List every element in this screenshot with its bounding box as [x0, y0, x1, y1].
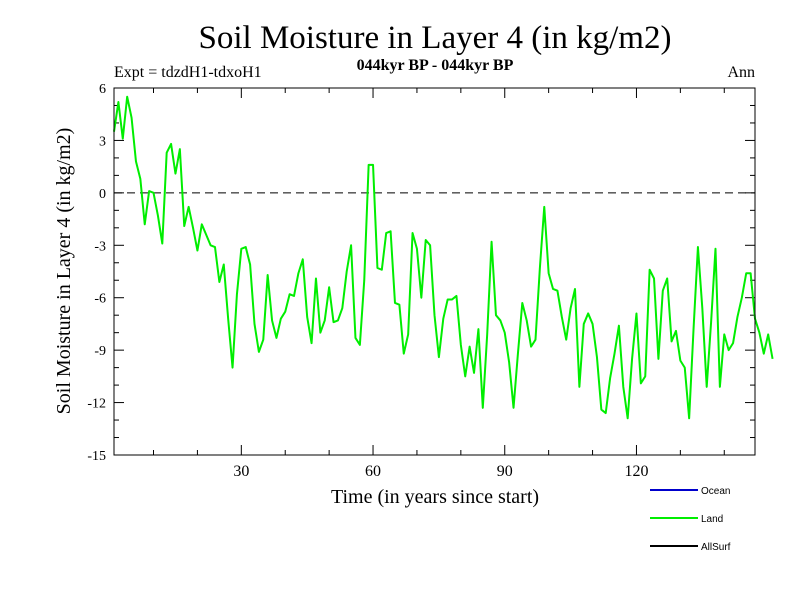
axis-ticks — [114, 88, 755, 455]
y-tick-label: -15 — [87, 449, 106, 464]
y-tick-label: -6 — [94, 292, 106, 307]
y-tick-label: -3 — [94, 239, 106, 254]
chart-subtitle: 044kyr BP - 044kyr BP — [357, 57, 514, 74]
legend: Ocean Land AllSurf — [650, 486, 731, 553]
y-axis-label: Soil Moisture in Layer 4 (in kg/m2) — [53, 128, 75, 415]
y-tick-label: 6 — [99, 82, 106, 97]
x-axis-label: Time (in years since start) — [331, 486, 539, 508]
y-tick-label: -9 — [94, 344, 106, 359]
y-tick-label: 0 — [99, 187, 106, 202]
series-line-land — [113, 95, 774, 420]
legend-label-allsurf: AllSurf — [701, 542, 731, 553]
y-tick-label: -12 — [87, 397, 106, 412]
plot-frame — [113, 87, 756, 456]
chart-title: Soil Moisture in Layer 4 (in kg/m2) — [199, 20, 672, 56]
y-tick-label: 3 — [99, 134, 106, 149]
season-label: Ann — [727, 64, 755, 81]
x-tick-label: 90 — [497, 463, 513, 480]
experiment-label: Expt = tdzdH1-tdxoH1 — [114, 64, 262, 81]
series-layer — [113, 95, 774, 420]
x-tick-label: 60 — [365, 463, 381, 480]
x-tick-label: 120 — [624, 463, 648, 480]
x-tick-label: 30 — [233, 463, 249, 480]
legend-label-ocean: Ocean — [701, 486, 730, 497]
legend-label-land: Land — [701, 514, 723, 525]
